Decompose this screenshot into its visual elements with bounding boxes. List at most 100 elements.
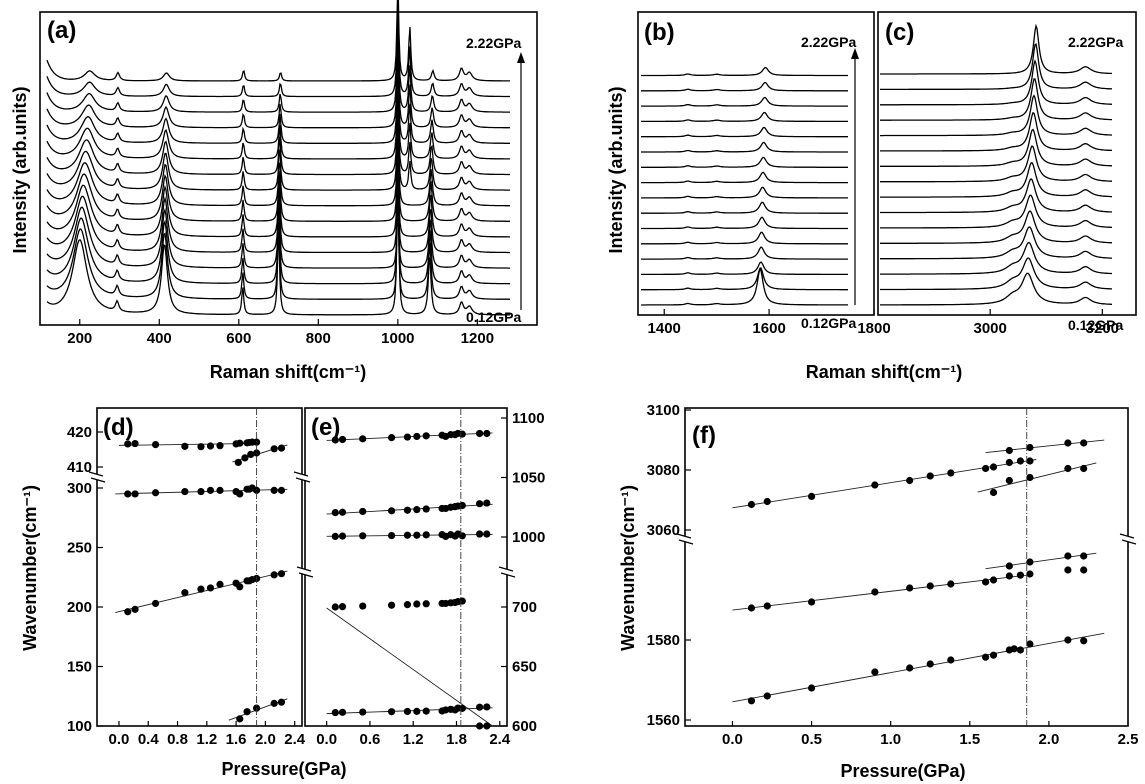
data-point bbox=[1080, 566, 1088, 574]
data-point bbox=[1010, 645, 1018, 653]
data-point bbox=[422, 707, 430, 715]
data-point bbox=[206, 442, 215, 450]
panel-c-spectra bbox=[880, 23, 1113, 306]
spectrum-line bbox=[641, 156, 848, 168]
data-point bbox=[359, 532, 367, 540]
axis-break bbox=[498, 566, 514, 572]
data-point bbox=[475, 530, 484, 538]
y-tick-label: 1050 bbox=[512, 470, 545, 487]
data-point bbox=[1026, 558, 1034, 566]
data-point bbox=[403, 531, 412, 539]
spectrum-line bbox=[880, 241, 1112, 275]
y-tick-label: 410 bbox=[67, 459, 92, 476]
x-tick-label: 0.6 bbox=[359, 731, 380, 748]
data-point bbox=[947, 580, 955, 588]
data-point bbox=[338, 508, 347, 516]
spectrum-line bbox=[641, 111, 848, 123]
data-point bbox=[1026, 443, 1034, 452]
data-point bbox=[1064, 552, 1072, 560]
x-tick-label: 800 bbox=[306, 330, 331, 347]
panel-label-f: (f) bbox=[692, 422, 716, 449]
panel-f-ylabel: Wavenumber(cm⁻¹) bbox=[618, 485, 638, 651]
axis-break bbox=[90, 472, 104, 482]
data-point bbox=[458, 597, 466, 605]
data-point bbox=[871, 668, 879, 676]
axis-break bbox=[1121, 534, 1135, 544]
data-point bbox=[241, 454, 249, 462]
data-point bbox=[338, 435, 347, 444]
pressure-high-label-b: 2.22GPa bbox=[801, 34, 856, 50]
panel-b-spectra bbox=[641, 66, 848, 306]
data-point bbox=[270, 486, 278, 494]
x-tick-label: 2.0 bbox=[255, 731, 276, 748]
data-point bbox=[458, 430, 466, 438]
data-point bbox=[747, 500, 756, 509]
axis-break bbox=[1121, 539, 1137, 545]
data-point bbox=[413, 506, 421, 514]
data-point bbox=[331, 708, 339, 717]
x-tick-label: 1.5 bbox=[959, 731, 980, 748]
data-point bbox=[926, 472, 934, 480]
data-point bbox=[197, 585, 205, 593]
y-tick-label: 1580 bbox=[647, 632, 680, 649]
data-point bbox=[338, 603, 347, 611]
x-tick-label: 0.4 bbox=[138, 731, 160, 748]
data-point bbox=[483, 703, 491, 711]
data-point bbox=[253, 438, 261, 446]
spectrum-line bbox=[880, 94, 1112, 137]
data-point bbox=[413, 600, 421, 608]
data-point bbox=[403, 433, 412, 441]
x-tick-label: 2.4 bbox=[284, 731, 306, 748]
spectrum-line bbox=[641, 126, 848, 138]
spectrum-line bbox=[880, 194, 1113, 229]
axis-break bbox=[90, 477, 106, 483]
y-tick-label: 300 bbox=[67, 480, 92, 497]
data-point bbox=[331, 436, 339, 444]
x-tick-label: 1200 bbox=[461, 330, 494, 347]
panel-e-plot bbox=[326, 408, 493, 730]
data-point bbox=[982, 653, 990, 661]
data-point bbox=[403, 506, 412, 514]
data-point bbox=[206, 584, 215, 592]
panel-label-d: (d) bbox=[103, 414, 134, 441]
y-tick-label: 3100 bbox=[647, 402, 680, 419]
data-point bbox=[475, 500, 484, 508]
spectrum-line bbox=[46, 105, 510, 191]
x-tick-label: 3200 bbox=[1086, 320, 1119, 337]
data-point bbox=[1080, 464, 1088, 473]
spectrum-line bbox=[641, 66, 848, 77]
data-point bbox=[763, 692, 771, 700]
spectrum-line bbox=[641, 267, 848, 291]
panel-c-frame bbox=[877, 11, 1137, 316]
y-tick-label: 650 bbox=[512, 659, 537, 676]
axis-ticks: 200 400 600 800 1000 1200 1400 1600 1800 3000 3200… bbox=[67, 309, 1138, 748]
spectrum-line bbox=[46, 68, 510, 160]
data-point bbox=[131, 490, 139, 498]
data-point bbox=[906, 664, 914, 672]
x-tick-label: 1000 bbox=[381, 330, 414, 347]
data-point bbox=[331, 603, 339, 611]
x-tick-label: 1.8 bbox=[446, 731, 467, 748]
data-point bbox=[1026, 640, 1034, 648]
panel-label-c: (c) bbox=[885, 19, 914, 46]
data-point bbox=[197, 487, 205, 496]
spectrum-line bbox=[641, 231, 848, 245]
spectrum-line bbox=[641, 261, 848, 276]
data-point bbox=[1064, 464, 1072, 473]
data-point bbox=[331, 509, 339, 517]
data-point bbox=[483, 530, 491, 538]
pressure-arrowhead-b bbox=[851, 48, 859, 59]
data-point bbox=[475, 703, 484, 711]
axis-break bbox=[296, 566, 312, 572]
spectrum-line bbox=[641, 141, 848, 153]
data-point bbox=[236, 490, 244, 498]
spectrum-line bbox=[46, 0, 510, 98]
data-point bbox=[458, 501, 466, 510]
data-point bbox=[1080, 439, 1088, 447]
data-point bbox=[234, 458, 242, 467]
data-point bbox=[1026, 570, 1034, 578]
spectrum-line bbox=[880, 272, 1112, 306]
data-point bbox=[871, 481, 879, 489]
data-point bbox=[926, 582, 934, 590]
